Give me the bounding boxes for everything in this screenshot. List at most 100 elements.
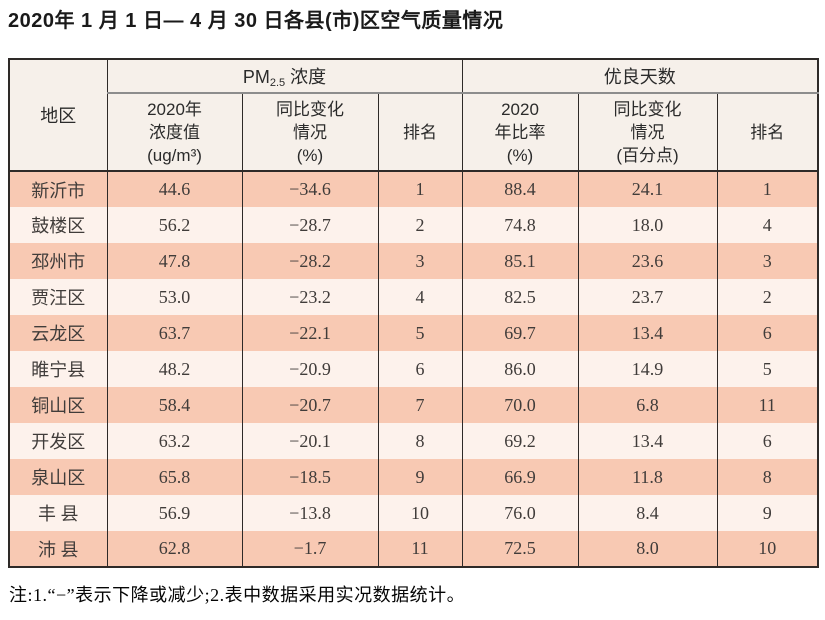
good-rate-cell: 69.7 <box>461 315 579 351</box>
region-cell: 丰 县 <box>8 495 108 531</box>
region-cell: 新沂市 <box>8 171 108 207</box>
pm25-value-cell: 63.2 <box>106 423 243 459</box>
pm25-change-cell: −22.1 <box>241 315 379 351</box>
header-pm25-change: 同比变化 情况 (%) <box>241 93 379 171</box>
good-change-cell: 23.7 <box>577 279 718 315</box>
good-change-cell: 18.0 <box>577 207 718 243</box>
region-cell: 睢宁县 <box>8 351 108 387</box>
header-group-good-days: 优良天数 <box>461 59 819 94</box>
good-change-cell: 8.0 <box>577 531 718 567</box>
region-cell: 铜山区 <box>8 387 108 423</box>
good-rank-cell: 3 <box>716 243 819 279</box>
pm25-value-cell: 63.7 <box>106 315 243 351</box>
pm25-rank-cell: 5 <box>377 315 463 351</box>
header-line: 2020 <box>501 99 539 119</box>
table-body: 新沂市 44.6 −34.6 1 88.4 24.1 1 鼓楼区 56.2 −28.7 2 74.8 1… <box>8 171 819 567</box>
header-group-row: 地区 PM2.5 浓度 优良天数 <box>8 59 819 171</box>
table-row: 贾汪区 53.0 −23.2 4 82.5 23.7 2 <box>8 279 819 315</box>
region-cell: 泉山区 <box>8 459 108 495</box>
good-rank-cell: 6 <box>716 423 819 459</box>
pm25-value-cell: 56.2 <box>106 207 243 243</box>
good-rate-cell: 70.0 <box>461 387 579 423</box>
good-rank-cell: 10 <box>716 531 819 567</box>
good-rate-cell: 86.0 <box>461 351 579 387</box>
region-cell: 鼓楼区 <box>8 207 108 243</box>
pm25-value-cell: 65.8 <box>106 459 243 495</box>
air-quality-table: 地区 PM2.5 浓度 优良天数 2020年 浓度值 (ug/m³) 同比变化 情… <box>8 58 820 568</box>
good-change-cell: 23.6 <box>577 243 718 279</box>
good-rank-cell: 5 <box>716 351 819 387</box>
pm25-rank-cell: 3 <box>377 243 463 279</box>
pm25-rank-cell: 4 <box>377 279 463 315</box>
good-rate-cell: 85.1 <box>461 243 579 279</box>
good-rate-cell: 69.2 <box>461 423 579 459</box>
table-row: 铜山区 58.4 −20.7 7 70.0 6.8 11 <box>8 387 819 423</box>
header-line: 浓度值 <box>149 122 200 142</box>
header-line: 2020年 <box>147 99 202 119</box>
pm25-rank-cell: 10 <box>377 495 463 531</box>
pm25-change-cell: −23.2 <box>241 279 379 315</box>
pm25-suffix: 浓度 <box>290 67 327 87</box>
footnote: 注:1.“−”表示下降或减少;2.表中数据采用实况数据统计。 <box>9 585 466 605</box>
pm25-rank-cell: 8 <box>377 423 463 459</box>
good-rank-cell: 6 <box>716 315 819 351</box>
good-change-cell: 14.9 <box>577 351 718 387</box>
region-cell: 邳州市 <box>8 243 108 279</box>
pm25-label: PM <box>242 67 270 87</box>
good-rank-cell: 8 <box>716 459 819 495</box>
good-change-cell: 6.8 <box>577 387 718 423</box>
pm25-change-cell: −20.1 <box>241 423 379 459</box>
good-rate-cell: 82.5 <box>461 279 579 315</box>
header-pm25-rank: 排名 <box>377 93 463 171</box>
good-rate-cell: 76.0 <box>461 495 579 531</box>
header-line: 同比变化 <box>276 99 344 119</box>
table-row: 泉山区 65.8 −18.5 9 66.9 11.8 8 <box>8 459 819 495</box>
header-good-rank: 排名 <box>716 93 819 171</box>
table-row: 沛 县 62.8 −1.7 11 72.5 8.0 10 <box>8 531 819 567</box>
pm25-change-cell: −20.9 <box>241 351 379 387</box>
pm25-value-cell: 48.2 <box>106 351 243 387</box>
good-change-cell: 11.8 <box>577 459 718 495</box>
good-rate-cell: 88.4 <box>461 171 579 207</box>
region-cell: 开发区 <box>8 423 108 459</box>
pm25-rank-cell: 9 <box>377 459 463 495</box>
table-row: 云龙区 63.7 −22.1 5 69.7 13.4 6 <box>8 315 819 351</box>
pm25-rank-cell: 11 <box>377 531 463 567</box>
header-line: (百分点) <box>616 145 679 165</box>
pm25-change-cell: −20.7 <box>241 387 379 423</box>
header-line: 同比变化 <box>613 99 682 119</box>
pm25-change-cell: −34.6 <box>241 171 379 207</box>
pm25-value-cell: 56.9 <box>106 495 243 531</box>
pm25-change-cell: −1.7 <box>241 531 379 567</box>
pm25-rank-cell: 1 <box>377 171 463 207</box>
header-group-pm25: PM2.5 浓度 <box>106 59 463 94</box>
table-row: 丰 县 56.9 −13.8 10 76.0 8.4 9 <box>8 495 819 531</box>
table-row: 邳州市 47.8 −28.2 3 85.1 23.6 3 <box>8 243 819 279</box>
header-line: 年比率 <box>494 122 546 142</box>
good-rank-cell: 11 <box>716 387 819 423</box>
good-change-cell: 24.1 <box>577 171 718 207</box>
pm25-value-cell: 47.8 <box>106 243 243 279</box>
good-rate-cell: 74.8 <box>461 207 579 243</box>
good-rate-cell: 72.5 <box>461 531 579 567</box>
header-region: 地区 <box>8 59 108 171</box>
region-cell: 云龙区 <box>8 315 108 351</box>
header-line: 排名 <box>750 122 785 142</box>
pm25-change-cell: −18.5 <box>241 459 379 495</box>
pm25-rank-cell: 6 <box>377 351 463 387</box>
good-rank-cell: 1 <box>716 171 819 207</box>
header-line: 情况 <box>293 122 327 142</box>
table-row: 开发区 63.2 −20.1 8 69.2 13.4 6 <box>8 423 819 459</box>
page-title: 2020年 1 月 1 日— 4 月 30 日各县(市)区空气质量情况 <box>8 10 504 32</box>
header-line: (%) <box>296 145 324 165</box>
pm25-rank-cell: 2 <box>377 207 463 243</box>
region-cell: 贾汪区 <box>8 279 108 315</box>
pm25-change-cell: −28.7 <box>241 207 379 243</box>
table-row: 新沂市 44.6 −34.6 1 88.4 24.1 1 <box>8 171 819 207</box>
header-line: (ug/m³) <box>147 145 202 165</box>
good-change-cell: 13.4 <box>577 423 718 459</box>
header-line: 情况 <box>630 122 665 142</box>
table-row: 睢宁县 48.2 −20.9 6 86.0 14.9 5 <box>8 351 819 387</box>
header-good-rate: 2020 年比率 (%) <box>461 93 579 171</box>
